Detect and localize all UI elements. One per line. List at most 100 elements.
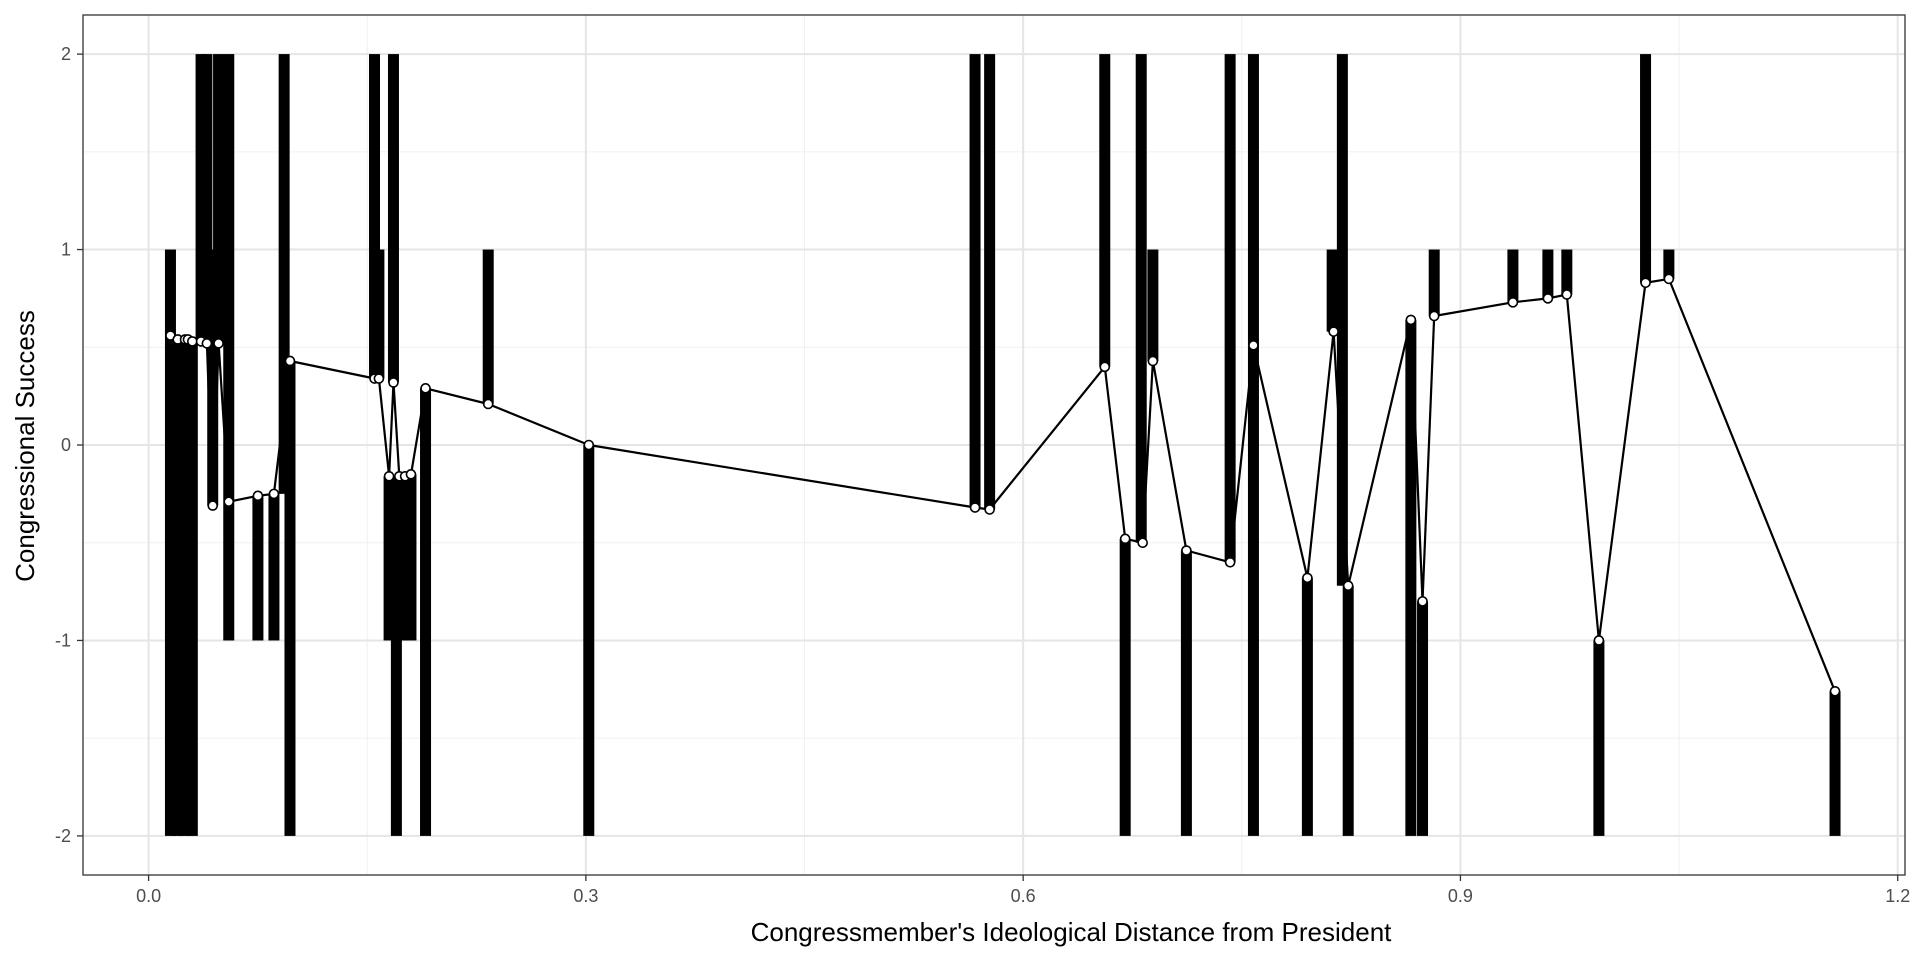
data-point [207, 500, 219, 511]
data-point [1542, 293, 1554, 304]
range-bar [387, 54, 399, 383]
range-bar [1428, 249, 1440, 316]
y-axis-title: Congressional Success [10, 310, 40, 582]
range-bar [186, 341, 198, 836]
data-point [984, 504, 995, 515]
data-point [1417, 596, 1428, 607]
data-point [284, 355, 296, 367]
data-point [1137, 537, 1148, 549]
range-bar [1405, 319, 1417, 836]
data-point [1405, 314, 1417, 326]
range-bar [252, 495, 264, 641]
range-bar [195, 54, 207, 342]
range-bar [223, 54, 235, 641]
range-bar [1301, 577, 1313, 836]
range-bar [1119, 538, 1131, 836]
x-tick-label: 1.2 [1885, 886, 1910, 906]
range-bar [369, 54, 381, 379]
range-bar [1135, 54, 1147, 543]
range-bar [1247, 54, 1259, 836]
x-axis-ticks: 0.0 0.3 0.6 0.9 1.2 [136, 875, 1910, 906]
range-bar [383, 476, 395, 641]
x-tick-label: 0.3 [573, 886, 598, 906]
data-point [213, 338, 224, 349]
range-bar [164, 335, 176, 836]
range-bar [390, 476, 402, 836]
x-tick-label: 0.9 [1448, 886, 1473, 906]
data-point [187, 336, 198, 347]
range-bar [1640, 54, 1652, 283]
y-axis-ticks: -2 -1 0 1 2 [55, 44, 83, 846]
range-bar [164, 249, 176, 336]
y-tick-label: 2 [61, 44, 71, 64]
y-tick-label: 0 [61, 435, 71, 455]
data-point [1593, 635, 1605, 646]
data-point [969, 502, 981, 513]
range-bar [482, 249, 494, 404]
data-point [268, 488, 280, 500]
range-bar [1342, 585, 1354, 836]
data-point [1248, 340, 1259, 351]
data-point [1428, 310, 1440, 322]
data-point [405, 469, 417, 480]
range-bar [1224, 54, 1236, 563]
range-bar [1417, 601, 1429, 836]
data-point [583, 439, 595, 451]
range-bar [1542, 249, 1554, 299]
data-point [1147, 355, 1159, 367]
range-bar [284, 360, 296, 836]
data-point [1561, 289, 1573, 300]
x-tick-label: 0.6 [1011, 886, 1036, 906]
range-bar [1336, 54, 1348, 586]
range-bar [1507, 249, 1519, 303]
data-point [1119, 533, 1131, 545]
range-bar [984, 54, 996, 510]
y-tick-label: 1 [61, 240, 71, 260]
range-bar [1099, 54, 1111, 367]
data-point [1099, 361, 1111, 373]
data-point [383, 470, 395, 482]
range-bar [1593, 640, 1605, 836]
range-bar [179, 339, 191, 836]
data-point [1224, 556, 1236, 568]
data-point [223, 496, 235, 507]
range-bar [172, 339, 184, 836]
data-point [1663, 273, 1675, 285]
data-point [373, 373, 385, 384]
range-bar [278, 54, 290, 494]
y-tick-label: -1 [55, 630, 71, 650]
data-point [420, 383, 431, 394]
range-bar [420, 388, 432, 836]
range-bar [1180, 550, 1192, 836]
x-axis-title: Congressmember's Ideological Distance fr… [751, 917, 1393, 947]
data-point [1302, 572, 1313, 584]
data-point [1829, 685, 1841, 697]
data-point [1181, 545, 1192, 556]
range-bar [213, 54, 225, 344]
range-bar [1663, 249, 1675, 279]
points-layer [165, 273, 1841, 697]
range-bar [268, 493, 280, 641]
range-bar [405, 474, 417, 641]
data-point [388, 377, 399, 388]
range-bar [1561, 249, 1573, 295]
data-point [1328, 326, 1339, 337]
range-bar [1829, 691, 1841, 836]
range-bar [396, 476, 408, 641]
x-tick-label: 0.0 [136, 886, 161, 906]
data-point [201, 338, 213, 349]
range-bar [1147, 249, 1159, 361]
range-bar [583, 445, 595, 836]
y-tick-label: -2 [55, 826, 71, 846]
data-point [1342, 580, 1354, 592]
range-bar [373, 249, 385, 379]
range-bar [1326, 249, 1338, 332]
bars-layer [164, 54, 1841, 836]
data-point [252, 490, 264, 502]
range-bar [207, 249, 219, 506]
range-bar [201, 54, 213, 344]
data-point [1640, 277, 1651, 289]
data-point [1507, 297, 1519, 308]
range-bar [969, 54, 981, 508]
